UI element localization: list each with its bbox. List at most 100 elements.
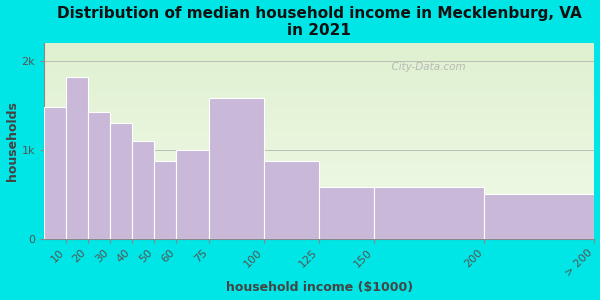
Bar <box>44 158 595 160</box>
Bar <box>44 76 595 78</box>
Bar <box>44 112 595 114</box>
Bar <box>44 147 595 149</box>
Bar <box>44 162 595 164</box>
Bar <box>44 69 595 70</box>
Bar <box>374 187 484 238</box>
Bar <box>44 80 595 83</box>
Bar <box>44 49 595 51</box>
Bar <box>319 187 374 238</box>
Bar <box>44 213 595 215</box>
Bar <box>44 237 595 239</box>
Text: City-Data.com: City-Data.com <box>385 62 466 72</box>
Bar <box>44 65 595 67</box>
Bar <box>44 227 595 229</box>
Bar <box>44 123 595 125</box>
Bar <box>44 90 595 92</box>
Bar <box>44 110 595 112</box>
Bar <box>44 223 595 225</box>
Bar <box>44 125 595 127</box>
Bar <box>44 55 595 57</box>
Bar <box>44 53 595 55</box>
Bar <box>44 196 595 198</box>
Y-axis label: households: households <box>5 101 19 181</box>
Bar <box>44 176 595 178</box>
Bar <box>44 82 595 84</box>
Bar <box>44 149 595 151</box>
Bar <box>44 45 595 47</box>
Bar <box>44 166 595 168</box>
Bar <box>44 157 595 158</box>
Bar <box>44 200 595 202</box>
Bar <box>44 153 595 154</box>
X-axis label: household income ($1000): household income ($1000) <box>226 281 413 294</box>
Bar <box>44 190 595 192</box>
Bar <box>44 154 595 157</box>
Bar <box>44 98 595 100</box>
Bar <box>44 211 595 213</box>
Bar <box>44 108 595 110</box>
Bar <box>44 135 595 137</box>
Bar <box>176 150 209 238</box>
Bar <box>44 170 595 172</box>
Bar <box>484 194 595 238</box>
Bar <box>209 98 264 238</box>
Bar <box>44 127 595 129</box>
Bar <box>44 231 595 233</box>
Bar <box>44 63 595 65</box>
Bar <box>44 78 595 80</box>
Bar <box>44 141 595 143</box>
Bar <box>44 43 595 45</box>
Bar <box>44 151 595 153</box>
Bar <box>44 180 595 182</box>
Bar <box>44 168 595 170</box>
Bar <box>264 161 319 238</box>
Bar <box>44 73 595 74</box>
Bar <box>44 229 595 231</box>
Bar <box>44 102 595 104</box>
Bar <box>44 131 595 133</box>
Bar <box>44 188 595 190</box>
Bar <box>44 235 595 237</box>
Bar <box>44 47 595 49</box>
Bar <box>88 112 110 238</box>
Bar <box>44 96 595 98</box>
Bar <box>44 51 595 53</box>
Bar <box>44 92 595 94</box>
Bar <box>44 198 595 200</box>
Bar <box>44 122 595 123</box>
Bar <box>44 221 595 223</box>
Bar <box>154 161 176 238</box>
Bar <box>44 217 595 219</box>
Bar <box>44 194 595 196</box>
Bar <box>110 123 132 238</box>
Bar <box>44 219 595 221</box>
Bar <box>44 84 595 86</box>
Bar <box>44 133 595 135</box>
Bar <box>44 186 595 188</box>
Bar <box>44 233 595 235</box>
Bar <box>44 104 595 106</box>
Bar <box>44 174 595 176</box>
Bar <box>44 192 595 194</box>
Bar <box>44 74 595 77</box>
Bar <box>44 119 595 122</box>
Bar <box>44 203 595 206</box>
Bar <box>44 215 595 217</box>
Bar <box>44 70 595 73</box>
Bar <box>44 206 595 207</box>
Bar <box>44 114 595 116</box>
Bar <box>44 178 595 180</box>
Bar <box>44 94 595 96</box>
Bar <box>44 86 595 88</box>
Bar <box>44 59 595 61</box>
Bar <box>44 107 66 238</box>
Bar <box>44 88 595 90</box>
Bar <box>44 145 595 147</box>
Bar <box>44 118 595 119</box>
Bar <box>44 160 595 162</box>
Bar <box>44 164 595 166</box>
Bar <box>44 137 595 139</box>
Bar <box>44 207 595 209</box>
Bar <box>44 225 595 227</box>
Bar <box>44 184 595 186</box>
